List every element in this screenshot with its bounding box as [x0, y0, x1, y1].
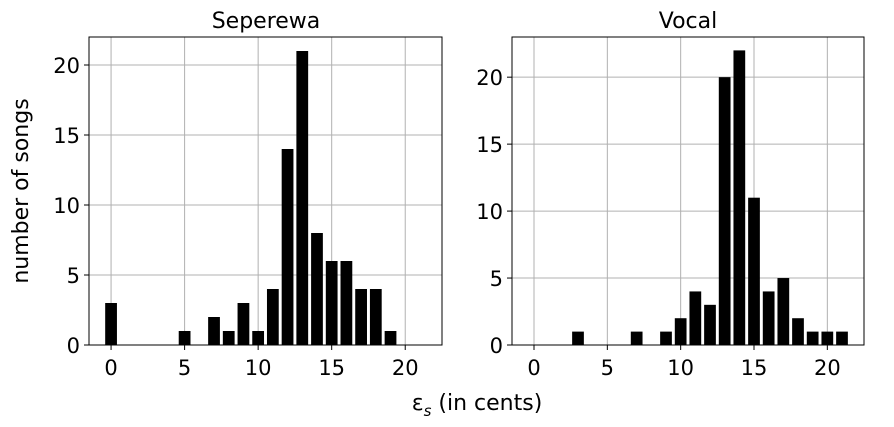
bar-vocal-16 [762, 291, 775, 345]
bar-vocal-21 [836, 331, 848, 345]
panel-title-vocal: Vocal [659, 9, 718, 34]
axes-frame [88, 36, 443, 346]
x-tick-label: 5 [601, 356, 614, 380]
bar-vocal-14 [733, 50, 746, 346]
y-tick-label: 0 [490, 334, 503, 358]
x-axis-label: εs (in cents) [412, 391, 543, 420]
x-tick-label: 15 [318, 356, 345, 380]
y-tick-label: 0 [67, 334, 80, 358]
x-tick-label: 15 [741, 356, 768, 380]
panel-title-seperewa: Seperewa [212, 9, 321, 34]
bar-vocal-13 [718, 77, 731, 345]
bar-seperewa-12 [281, 149, 294, 345]
bar-vocal-7 [630, 331, 643, 345]
bar-vocal-9 [660, 331, 672, 345]
y-tick-label: 5 [490, 267, 503, 291]
bar-seperewa-14 [311, 233, 323, 345]
bar-vocal-10 [674, 318, 687, 345]
bar-vocal-20 [821, 331, 834, 345]
bar-seperewa-13 [296, 51, 309, 345]
bar-seperewa-15 [325, 261, 338, 345]
panel-vocal: 0 5 10 15 20 0 5 10 15 20 Vocal [476, 9, 865, 380]
y-tick-label: 20 [53, 54, 80, 78]
bar-seperewa-9 [237, 303, 250, 345]
panel-seperewa: 0 5 10 15 20 0 5 10 15 20 Seperewa [53, 9, 443, 380]
y-tick-label: 10 [476, 200, 503, 224]
bar-seperewa-5 [178, 331, 191, 345]
bar-vocal-11 [689, 291, 702, 345]
bar-vocal-12 [704, 304, 716, 345]
y-axis-label: number of songs [9, 98, 34, 283]
x-axis-label-subscript: s [424, 402, 432, 420]
bar-vocal-17 [777, 278, 790, 345]
bar-seperewa-8 [222, 331, 235, 345]
bar-seperewa-19 [384, 331, 397, 345]
x-tick-label: 0 [527, 356, 540, 380]
y-tick-label: 10 [53, 194, 80, 218]
bar-seperewa-0 [105, 303, 117, 345]
x-axis-label-units: (in cents) [431, 391, 542, 416]
x-tick-label: 20 [392, 356, 419, 380]
x-tick-label: 0 [104, 356, 117, 380]
bar-seperewa-10 [252, 331, 265, 345]
x-tick-label: 10 [667, 356, 694, 380]
bar-vocal-15 [748, 197, 760, 345]
bar-seperewa-7 [208, 317, 220, 345]
axes-frame [511, 36, 865, 346]
bar-vocal-18 [792, 318, 804, 345]
bar-seperewa-18 [369, 289, 382, 345]
y-tick-label: 5 [67, 264, 80, 288]
y-tick-label: 15 [53, 124, 80, 148]
x-tick-label: 20 [814, 356, 841, 380]
x-tick-label: 5 [178, 356, 191, 380]
bar-vocal-3 [572, 331, 584, 345]
y-tick-label: 15 [476, 133, 503, 157]
bar-vocal-19 [806, 331, 819, 345]
bar-seperewa-16 [340, 261, 353, 345]
bar-seperewa-11 [266, 289, 279, 345]
x-tick-label: 10 [245, 356, 272, 380]
bar-seperewa-17 [355, 289, 367, 345]
y-tick-label: 20 [476, 66, 503, 90]
x-axis-label-symbol: ε [412, 391, 424, 416]
